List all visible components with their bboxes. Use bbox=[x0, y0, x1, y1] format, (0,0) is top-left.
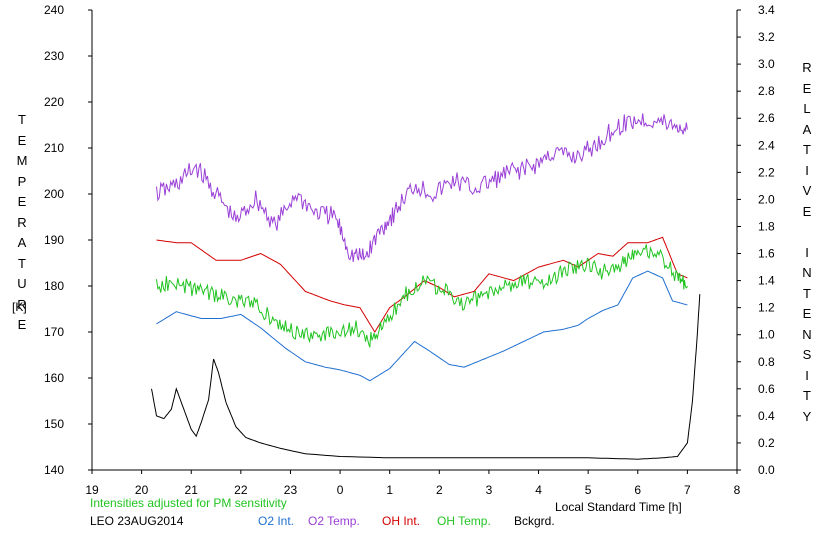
left-tick-label: 170 bbox=[44, 325, 64, 339]
series-line-o2-temp bbox=[156, 113, 688, 262]
series-lines bbox=[151, 113, 701, 460]
left-tick-label: 220 bbox=[44, 95, 64, 109]
right-tick-label: 3.0 bbox=[758, 57, 775, 71]
right-tick-label: 0.6 bbox=[758, 382, 775, 396]
station-date-label: LEO 23AUG2014 bbox=[90, 514, 184, 528]
x-axis-label: Local Standard Time [h] bbox=[555, 500, 682, 514]
left-tick-label: 160 bbox=[44, 371, 64, 385]
right-tick-label: 2.4 bbox=[758, 138, 775, 152]
legend-oh-temp: OH Temp. bbox=[437, 514, 491, 528]
right-tick-label: 3.4 bbox=[758, 3, 775, 17]
right-tick-label: 3.2 bbox=[758, 30, 775, 44]
x-tick-label: 20 bbox=[135, 483, 149, 497]
x-tick-label: 6 bbox=[634, 483, 641, 497]
left-tick-label: 230 bbox=[44, 49, 64, 63]
left-axis-unit: [K] bbox=[12, 300, 27, 314]
right-tick-label: 2.0 bbox=[758, 192, 775, 206]
right-tick-label: 1.0 bbox=[758, 328, 775, 342]
x-tick-label: 3 bbox=[486, 483, 493, 497]
x-tick-label: 2 bbox=[436, 483, 443, 497]
right-tick-label: 2.8 bbox=[758, 84, 775, 98]
series-line-oh-temp bbox=[156, 244, 688, 348]
x-tick-label: 8 bbox=[734, 483, 741, 497]
right-tick-label: 0.4 bbox=[758, 409, 775, 423]
series-line-bckgrd bbox=[151, 294, 701, 460]
right-tick-label: 0.2 bbox=[758, 436, 775, 450]
left-tick-label: 240 bbox=[44, 3, 64, 17]
right-tick-label: 2.2 bbox=[758, 165, 775, 179]
x-tick-label: 5 bbox=[585, 483, 592, 497]
x-tick-label: 22 bbox=[234, 483, 248, 497]
left-tick-label: 190 bbox=[44, 233, 64, 247]
left-tick-label: 180 bbox=[44, 279, 64, 293]
x-tick-label: 19 bbox=[85, 483, 99, 497]
right-tick-label: 1.4 bbox=[758, 274, 775, 288]
x-tick-label: 21 bbox=[185, 483, 199, 497]
x-tick-label: 7 bbox=[684, 483, 691, 497]
legend-o2-temp: O2 Temp. bbox=[308, 514, 360, 528]
x-tick-label: 1 bbox=[386, 483, 393, 497]
legend-bckgrd: Bckgrd. bbox=[514, 514, 555, 528]
legend-oh-int: OH Int. bbox=[382, 514, 421, 528]
axis-ticks: 1401501601701801902002102202302400.00.20… bbox=[44, 3, 775, 497]
right-tick-label: 0.8 bbox=[758, 355, 775, 369]
x-tick-label: 23 bbox=[284, 483, 298, 497]
left-tick-label: 150 bbox=[44, 417, 64, 431]
series-line-oh-int bbox=[156, 236, 688, 333]
left-tick-label: 200 bbox=[44, 187, 64, 201]
pm-sensitivity-note: Intensities adjusted for PM sensitivity bbox=[90, 496, 287, 510]
left-tick-label: 210 bbox=[44, 141, 64, 155]
left-tick-label: 140 bbox=[44, 463, 64, 477]
right-tick-label: 1.8 bbox=[758, 219, 775, 233]
series-line-o2-int bbox=[156, 270, 688, 382]
right-tick-label: 1.6 bbox=[758, 247, 775, 261]
x-tick-label: 4 bbox=[535, 483, 542, 497]
plot-frame bbox=[91, 10, 738, 471]
right-tick-label: 1.2 bbox=[758, 301, 775, 315]
legend-o2-int: O2 Int. bbox=[258, 514, 295, 528]
right-tick-label: 2.6 bbox=[758, 111, 775, 125]
x-tick-label: 0 bbox=[337, 483, 344, 497]
right-tick-label: 0.0 bbox=[758, 463, 775, 477]
